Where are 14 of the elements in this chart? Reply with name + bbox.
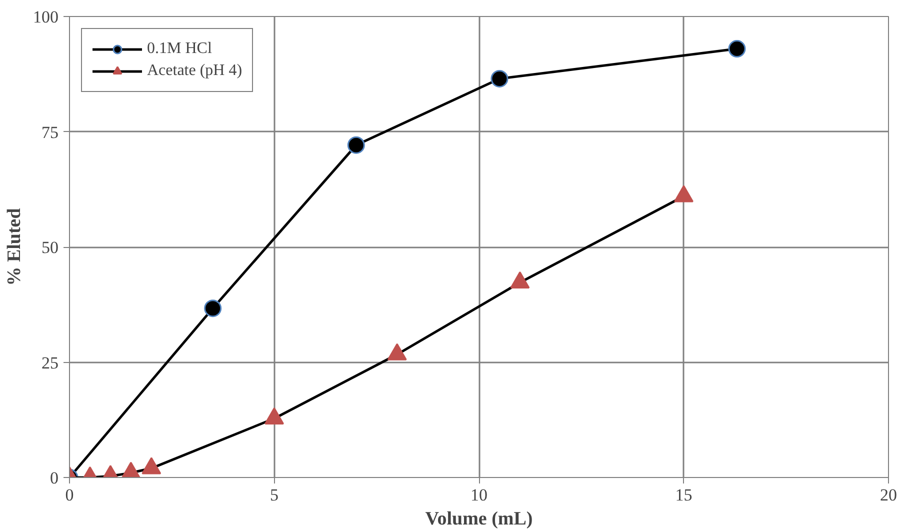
x-axis-title: Volume (mL) (425, 508, 533, 530)
legend-label: Acetate (pH 4) (147, 62, 242, 80)
legend-label: 0.1M HCl (147, 40, 212, 58)
x-tick-label: 0 (65, 486, 74, 504)
y-tick-label: 100 (33, 8, 58, 26)
x-tick-label: 10 (470, 486, 488, 504)
y-tick-label: 0 (50, 468, 58, 488)
y-tick-label: 25 (42, 353, 58, 372)
y-tick-label: 75 (42, 122, 58, 142)
y-axis-title: % Eluted (4, 208, 25, 286)
y-tick-label: 50 (42, 238, 58, 257)
x-tick-label: 20 (880, 486, 897, 504)
x-tick-label: 15 (675, 486, 692, 504)
x-tick-label: 5 (270, 486, 278, 504)
